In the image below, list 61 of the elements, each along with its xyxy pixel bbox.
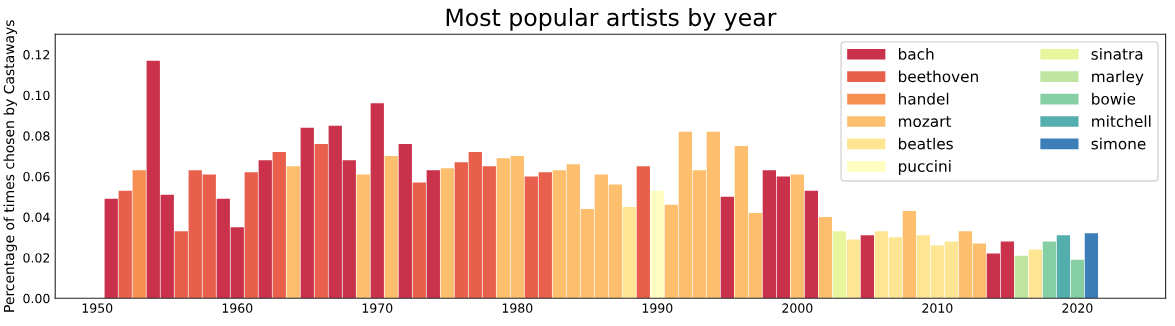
bar (636, 166, 650, 299)
bar (118, 190, 132, 299)
legend-label: handel (898, 92, 949, 105)
legend-label: mitchell (1092, 115, 1151, 128)
legend-label: bach (898, 47, 934, 60)
bar (258, 160, 272, 299)
x-tick-label: 2010 (922, 303, 953, 313)
bar (650, 190, 664, 299)
bar (104, 198, 118, 299)
bar (832, 231, 846, 299)
y-tick-label: 0.12 (23, 50, 50, 60)
bar (846, 239, 860, 299)
legend-label: bowie (1092, 92, 1136, 105)
bar (398, 143, 412, 299)
bar (426, 170, 440, 299)
bar (1014, 255, 1029, 299)
y-tick-label: 0.06 (23, 171, 50, 182)
bar (1056, 235, 1071, 299)
bar (860, 235, 874, 299)
legend-label: simone (1091, 137, 1146, 150)
x-tick-label: 1950 (82, 303, 113, 313)
bar (286, 166, 300, 299)
bar (818, 217, 832, 299)
y-tick-label: 0.08 (23, 131, 50, 141)
bar (1084, 233, 1099, 299)
bar (902, 210, 917, 299)
bar (300, 127, 314, 299)
legend-label: sinatra (1091, 47, 1143, 60)
x-tick-label: 2000 (782, 303, 813, 313)
chart-title: Most popular artists by year (446, 7, 777, 31)
x-tick-label: 2020 (1062, 303, 1093, 313)
bar (314, 143, 328, 299)
y-axis-title: Percentage of times chosen by Castaways (3, 20, 17, 312)
bar (370, 103, 384, 299)
y-tick-label: 0.10 (23, 90, 50, 101)
bar (244, 172, 258, 299)
bar (132, 170, 146, 299)
legend-label: marley (1092, 70, 1144, 86)
bar (440, 168, 454, 299)
legend-label: mozart (898, 116, 952, 128)
bar (1028, 249, 1043, 299)
bar (1042, 241, 1057, 299)
bar (1070, 259, 1085, 299)
bar (720, 196, 734, 299)
y-tick-label: 0.02 (23, 253, 50, 263)
x-tick-label: 1990 (642, 303, 673, 313)
x-tick-label: 1970 (362, 303, 393, 313)
y-tick-label: 0.00 (23, 293, 50, 304)
bar (804, 190, 818, 299)
x-tick-label: 1960 (222, 303, 253, 313)
legend-label: puccini (898, 160, 951, 175)
bar (790, 174, 804, 299)
bar (356, 174, 370, 299)
bar (622, 206, 636, 299)
legend-label: beatles (898, 137, 953, 150)
legend-label: beethoven (898, 70, 978, 83)
bar (384, 156, 398, 299)
bar (412, 182, 426, 299)
bar (272, 152, 286, 299)
y-tick-label: 0.04 (23, 212, 50, 222)
x-tick-label: 1980 (502, 303, 533, 313)
